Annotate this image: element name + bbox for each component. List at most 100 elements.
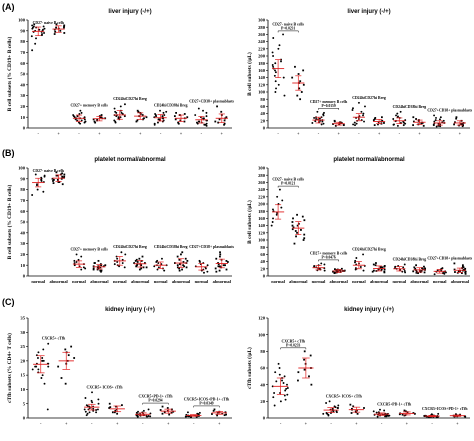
data-point [162,111,165,114]
data-point [274,371,277,374]
data-point [372,269,375,272]
data-point [421,267,423,269]
data-point [339,269,342,272]
data-point [84,267,87,270]
y-tick-label: 280 [258,25,266,30]
data-point [92,265,95,268]
x-tick-label: - [431,421,433,426]
y-tick-label: 70 [20,50,25,55]
data-point [211,413,213,415]
data-point [337,407,339,409]
data-point [60,177,63,180]
x-tick-label: normal [271,279,285,284]
data-point [395,114,397,117]
data-point [196,412,199,415]
data-point [102,265,105,268]
data-point [225,259,228,262]
y-tick-label: 140 [258,223,266,228]
data-point [380,269,383,272]
data-point [55,171,58,174]
data-point [163,114,166,116]
data-point [196,122,199,125]
data-point [140,267,143,270]
data-point [422,124,425,127]
data-point [373,124,376,127]
data-point [285,387,288,390]
y-tick-label: 40 [20,230,25,235]
group-4: CD27+CD38+ plasmablasts [189,99,234,127]
data-point [157,118,160,121]
data-point [97,267,100,270]
data-point [291,224,294,227]
data-point [323,111,325,114]
data-point [281,379,283,382]
data-point [402,266,405,269]
data-point [442,119,445,122]
data-point [282,33,285,36]
data-point [119,105,122,108]
data-point [219,253,222,256]
chart-panel-4: kidney injury (-/+) cTfh subsets (% CD4+ … [6,307,232,426]
data-point [225,116,228,119]
data-point [198,411,201,414]
data-point [280,60,282,63]
y-tick-label: 100 [18,18,26,23]
data-point [179,119,182,122]
data-point [42,25,45,28]
data-point [383,122,385,124]
y-tick-label: 120 [258,82,266,87]
x-tick-label: + [355,421,358,426]
data-point [123,103,126,106]
data-point [37,368,40,371]
data-point [413,266,416,269]
y-tick-label: 50 [20,220,25,225]
y-tick-label: 260 [258,32,266,37]
data-point [297,222,300,225]
data-point [176,255,179,258]
data-point [42,28,44,31]
data-point [43,27,46,30]
data-point [283,394,286,397]
data-point [272,208,274,211]
data-point [84,120,87,123]
y-tick-label: 60 [260,252,265,257]
data-point [135,258,138,261]
data-point [443,272,446,275]
y-tick-label: 0 [263,126,266,131]
y-tick-label: 260 [258,180,266,185]
data-point [372,263,375,266]
data-point [372,119,375,121]
group-label: CXCR5+ cTfh [42,337,66,341]
data-point [275,87,277,90]
p-value-label: P=0.0121 [281,182,295,186]
x-tick-label: abnormal [213,279,232,284]
data-point [111,411,114,414]
data-point [383,268,386,271]
data-point [360,110,363,113]
group-label: CD24hiCD38hi Breg [154,245,188,249]
data-point [297,371,300,374]
data-point [116,261,119,263]
data-point [280,206,283,209]
data-point [121,113,124,115]
data-point [376,415,379,418]
data-point [80,255,83,258]
data-point [108,407,111,409]
data-point [31,24,34,27]
data-point [461,125,464,128]
data-point [46,408,49,411]
data-point [302,239,305,241]
x-tick-label: normal [72,279,86,284]
data-point [205,111,208,114]
data-point [121,404,123,407]
data-point [291,221,294,223]
data-point [273,404,276,407]
data-point [283,94,286,97]
group-label: CD27+CD38+ plasmablasts [427,256,472,260]
data-point [354,259,357,262]
data-point [154,113,157,115]
group-label: CD27+ memory B cells [310,251,348,255]
x-tick-label: abnormal [131,279,150,284]
data-point [43,32,45,34]
